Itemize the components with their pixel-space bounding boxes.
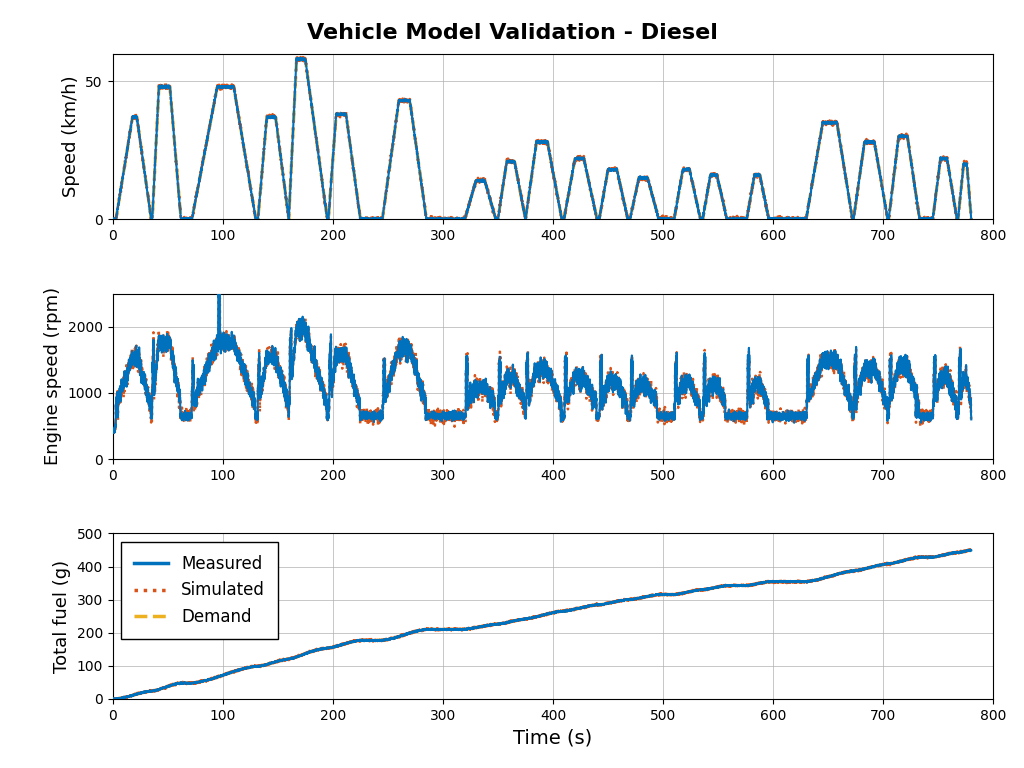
Y-axis label: Engine speed (rpm): Engine speed (rpm) <box>44 287 62 465</box>
Legend: Measured, Simulated, Demand: Measured, Simulated, Demand <box>121 541 279 639</box>
X-axis label: Time (s): Time (s) <box>513 728 593 747</box>
Y-axis label: Speed (km/h): Speed (km/h) <box>61 76 80 197</box>
Y-axis label: Total fuel (g): Total fuel (g) <box>53 560 71 673</box>
Text: Vehicle Model Validation - Diesel: Vehicle Model Validation - Diesel <box>306 23 718 43</box>
